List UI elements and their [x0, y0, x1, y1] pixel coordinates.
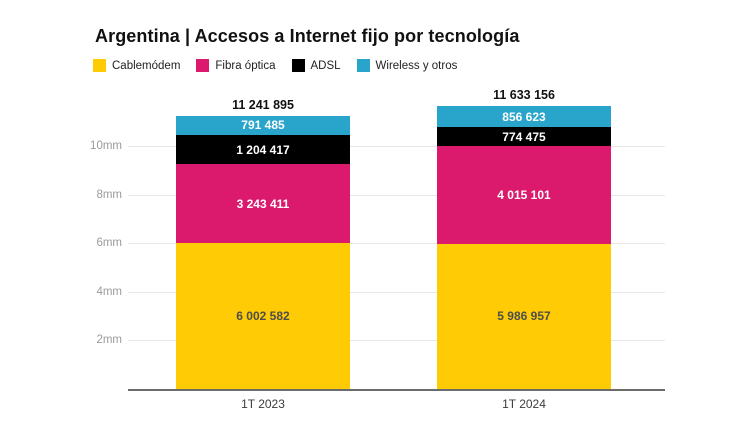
- segment-value-label: 4 015 101: [497, 187, 551, 202]
- segment-value-label: 1 204 417: [236, 142, 290, 157]
- legend-label-fibra-optica: Fibra óptica: [215, 59, 276, 72]
- legend-item-cablemodem[interactable]: Cablemódem: [93, 59, 180, 72]
- segment-fibra-optica-bar-2[interactable]: 4 015 101: [437, 145, 611, 244]
- segment-value-label: 774 475: [502, 129, 546, 144]
- segment-value-label: 6 002 582: [236, 309, 290, 324]
- legend-label-cablemodem: Cablemódem: [112, 59, 181, 72]
- y-tick-label-6mm: 6mm: [96, 237, 122, 250]
- segment-cablemodem-bar-1[interactable]: 6 002 582: [176, 243, 350, 389]
- gridline-6mm: [128, 243, 665, 245]
- segment-wireless-otros-bar-1[interactable]: 791 485: [176, 115, 350, 136]
- segment-fibra-optica-bar-1[interactable]: 3 243 411: [176, 164, 350, 244]
- legend-label-adsl: ADSL: [310, 59, 341, 72]
- legend-swatch-wireless-otros-icon: [356, 59, 370, 72]
- x-category-label-1: 1T 2023: [241, 397, 285, 411]
- segment-cablemodem-bar-2[interactable]: 5 986 957: [437, 243, 611, 389]
- segment-adsl-bar-2[interactable]: 774 475: [437, 127, 611, 146]
- legend-swatch-fibra-optica-icon: [196, 59, 210, 72]
- legend-swatch-adsl-icon: [291, 59, 305, 72]
- legend-label-wireless-otros: Wireless y otros: [375, 59, 458, 72]
- chart-title: Argentina | Accesos a Internet fijo por …: [95, 26, 520, 46]
- segment-value-label: 856 623: [502, 109, 546, 124]
- y-tick-label-2mm: 2mm: [96, 334, 122, 347]
- gridline-2mm: [128, 340, 665, 342]
- legend: Cablemódem Fibra óptica ADSL Wireless y otr…: [93, 59, 457, 72]
- segment-adsl-bar-1[interactable]: 1 204 417: [176, 135, 350, 165]
- y-tick-label-10mm: 10mm: [90, 140, 122, 152]
- segment-wireless-otros-bar-2[interactable]: 856 623: [437, 106, 611, 128]
- segment-value-label: 3 243 411: [236, 196, 290, 211]
- legend-item-wireless-otros[interactable]: Wireless y otros: [356, 59, 458, 72]
- x-axis-line: [128, 389, 665, 391]
- segment-value-label: 791 485: [241, 118, 285, 133]
- total-label-bar-2: 11 633 156: [493, 88, 555, 103]
- segment-value-label: 5 986 957: [497, 309, 551, 324]
- y-tick-label-4mm: 4mm: [96, 285, 122, 298]
- gridline-10mm: [128, 146, 665, 147]
- total-label-bar-1: 11 241 895: [232, 97, 294, 112]
- legend-item-adsl[interactable]: ADSL: [291, 59, 341, 72]
- legend-item-fibra-optica[interactable]: Fibra óptica: [196, 59, 276, 72]
- x-category-label-2: 1T 2024: [502, 397, 546, 411]
- legend-swatch-cablemodem-icon: [93, 59, 106, 72]
- gridline-8mm: [128, 194, 665, 196]
- y-tick-label-8mm: 8mm: [96, 188, 122, 201]
- gridline-4mm: [128, 291, 665, 293]
